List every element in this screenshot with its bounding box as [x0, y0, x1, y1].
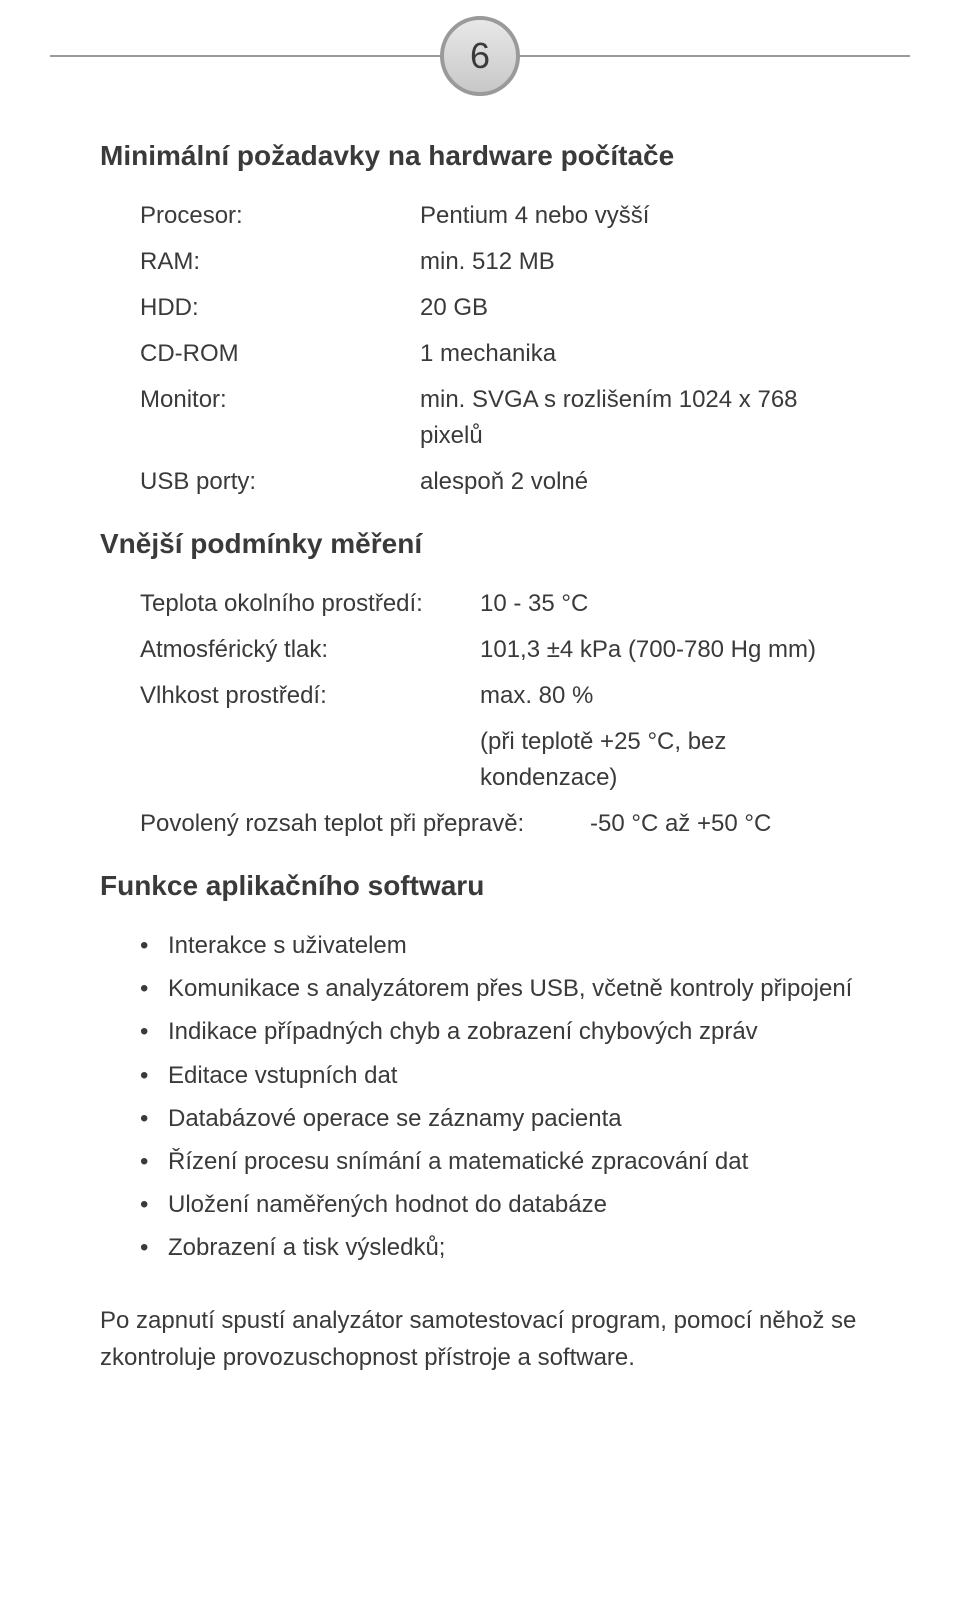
spec-label: Vlhkost prostředí:	[140, 678, 480, 714]
spec-value: -50 °C až +50 °C	[590, 806, 860, 842]
list-item: Uložení naměřených hodnot do databáze	[140, 1183, 860, 1226]
spec-row: Vlhkost prostředí: max. 80 %	[140, 678, 860, 714]
spec-label: Monitor:	[140, 382, 420, 454]
list-item: Řízení procesu snímání a matematické zpr…	[140, 1140, 860, 1183]
spec-row: Atmosférický tlak: 101,3 ±4 kPa (700-780…	[140, 632, 860, 668]
list-item: Zobrazení a tisk výsledků;	[140, 1226, 860, 1269]
spec-value: 1 mechanika	[420, 336, 860, 372]
software-functions-list: Interakce s uživatelem Komunikace s anal…	[140, 924, 860, 1270]
page-header: 6	[0, 10, 960, 100]
spec-value: 20 GB	[420, 290, 860, 326]
spec-value: 10 - 35 °C	[480, 586, 860, 622]
list-item: Indikace případných chyb a zobrazení chy…	[140, 1010, 860, 1053]
spec-label: HDD:	[140, 290, 420, 326]
spec-row: Procesor: Pentium 4 nebo vyšší	[140, 198, 860, 234]
spec-label: RAM:	[140, 244, 420, 280]
spec-row: HDD: 20 GB	[140, 290, 860, 326]
page-content: Minimální požadavky na hardware počítače…	[0, 100, 960, 1416]
section-title-software: Funkce aplikačního softwaru	[100, 870, 860, 902]
spec-row: USB porty: alespoň 2 volné	[140, 464, 860, 500]
spec-label: Procesor:	[140, 198, 420, 234]
spec-label: USB porty:	[140, 464, 420, 500]
spec-row: Povolený rozsah teplot při přepravě: -50…	[140, 806, 860, 842]
section-title-environment: Vnější podmínky měření	[100, 528, 860, 560]
spec-label: CD-ROM	[140, 336, 420, 372]
spec-row: Monitor: min. SVGA s rozlišením 1024 x 7…	[140, 382, 860, 454]
spec-value: 101,3 ±4 kPa (700-780 Hg mm)	[480, 632, 860, 668]
list-item: Databázové operace se záznamy pacienta	[140, 1097, 860, 1140]
spec-row: RAM: min. 512 MB	[140, 244, 860, 280]
spec-label: Povolený rozsah teplot při přepravě:	[140, 806, 590, 842]
page-number-badge: 6	[440, 16, 520, 96]
footer-paragraph: Po zapnutí spustí analyzátor samotestova…	[100, 1302, 860, 1376]
spec-row: Teplota okolního prostředí: 10 - 35 °C	[140, 586, 860, 622]
humidity-note: (při teplotě +25 °C, bez kondenzace)	[480, 724, 860, 796]
spec-row: CD-ROM 1 mechanika	[140, 336, 860, 372]
list-item: Interakce s uživatelem	[140, 924, 860, 967]
section-title-hardware: Minimální požadavky na hardware počítače	[100, 140, 860, 172]
spec-value: min. 512 MB	[420, 244, 860, 280]
spec-value: max. 80 %	[480, 678, 860, 714]
spec-value: Pentium 4 nebo vyšší	[420, 198, 860, 234]
list-item: Komunikace s analyzátorem přes USB, včet…	[140, 967, 860, 1010]
hardware-spec-table: Procesor: Pentium 4 nebo vyšší RAM: min.…	[140, 198, 860, 500]
list-item: Editace vstupních dat	[140, 1054, 860, 1097]
spec-label: Atmosférický tlak:	[140, 632, 480, 668]
spec-value: alespoň 2 volné	[420, 464, 860, 500]
environment-spec-table: Teplota okolního prostředí: 10 - 35 °C A…	[140, 586, 860, 842]
spec-label: Teplota okolního prostředí:	[140, 586, 480, 622]
spec-value: min. SVGA s rozlišením 1024 x 768 pixelů	[420, 382, 860, 454]
